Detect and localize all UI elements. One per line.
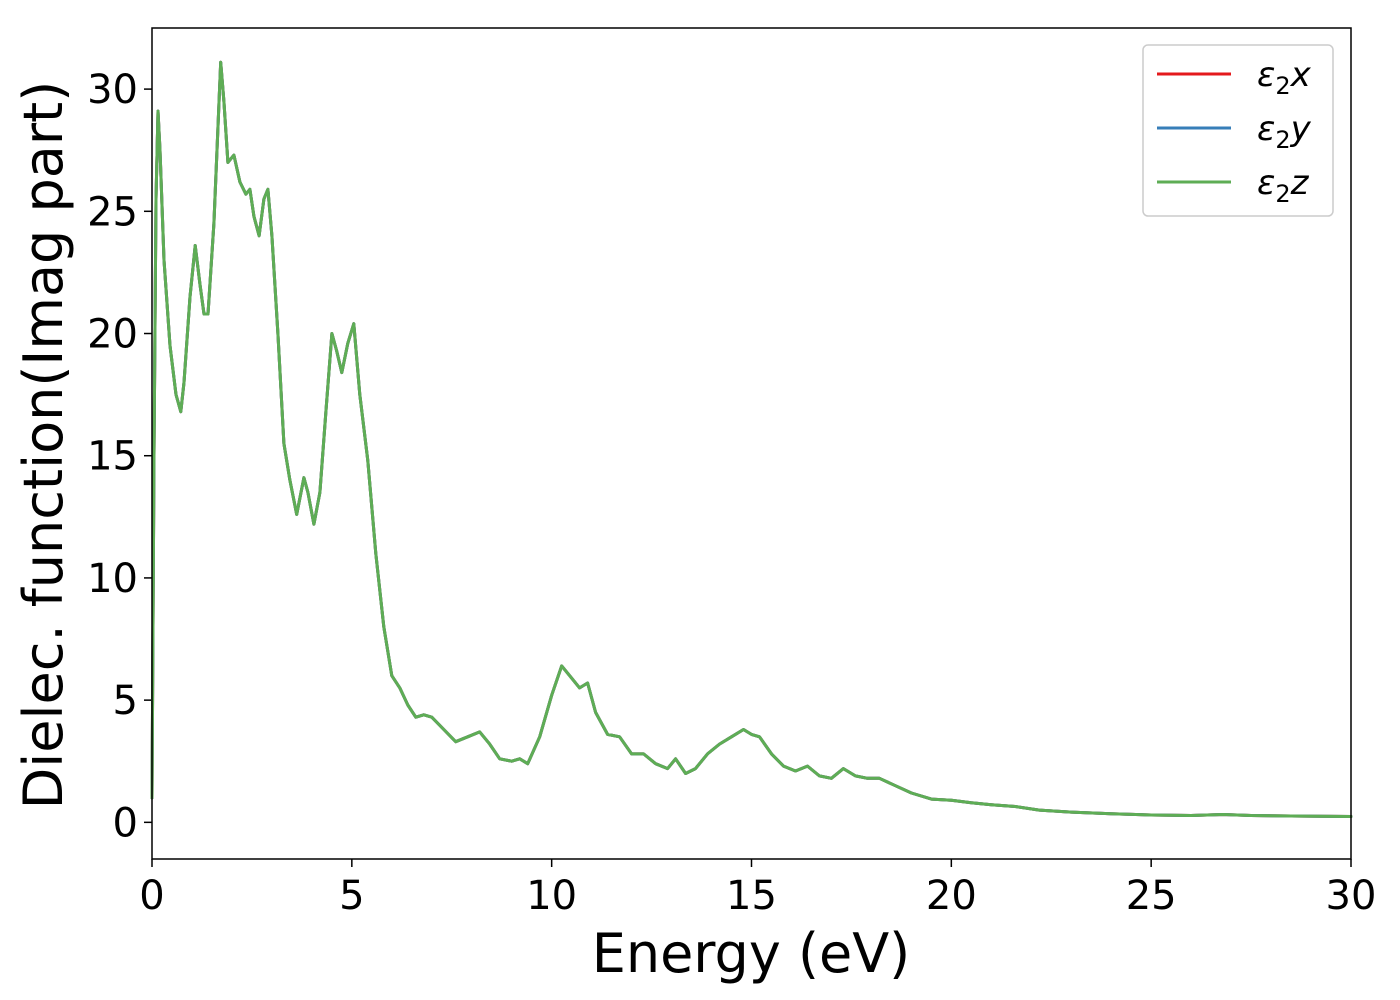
legend-symbol: ε (1257, 109, 1275, 149)
x-tick-label: 25 (1126, 873, 1177, 919)
x-tick-label: 10 (526, 873, 577, 919)
y-axis-ticks: 0 5 10 15 20 25 30 (87, 67, 152, 846)
y-tick-label: 30 (87, 67, 138, 113)
y-tick-label: 10 (87, 556, 138, 602)
x-tick-label: 20 (926, 873, 977, 919)
x-tick-label: 5 (339, 873, 364, 919)
legend-subscript: 2 (1275, 126, 1290, 154)
legend-subscript: 2 (1275, 180, 1290, 208)
plot-frame (151, 27, 1352, 860)
y-tick-label: 20 (87, 312, 138, 358)
legend-symbol: ε (1257, 163, 1275, 203)
x-axis-ticks: 0 5 10 15 20 25 30 (139, 859, 1376, 919)
legend-label-y: ε2y (1257, 109, 1312, 154)
legend-label-x: ε2x (1257, 55, 1312, 100)
y-tick-label: 0 (113, 800, 138, 846)
legend-symbol: ε (1257, 55, 1275, 95)
legend-subscript: 2 (1275, 72, 1290, 100)
legend-label-z: ε2z (1257, 163, 1310, 208)
legend-component: x (1290, 55, 1312, 95)
legend-box (1142, 44, 1334, 217)
series-line-z (150, 60, 1353, 818)
y-tick-label: 5 (113, 678, 138, 724)
x-tick-label: 30 (1326, 873, 1377, 919)
y-tick-label: 15 (87, 434, 138, 480)
x-tick-label: 0 (139, 873, 164, 919)
legend-component: y (1290, 109, 1312, 149)
x-axis-label: Energy (eV) (592, 922, 911, 985)
x-tick-label: 15 (726, 873, 777, 919)
series-lines (150, 60, 1353, 818)
y-tick-label: 25 (87, 189, 138, 235)
y-axis-label: Dielec. function(Imag part) (12, 81, 75, 810)
legend-component: z (1290, 163, 1310, 203)
